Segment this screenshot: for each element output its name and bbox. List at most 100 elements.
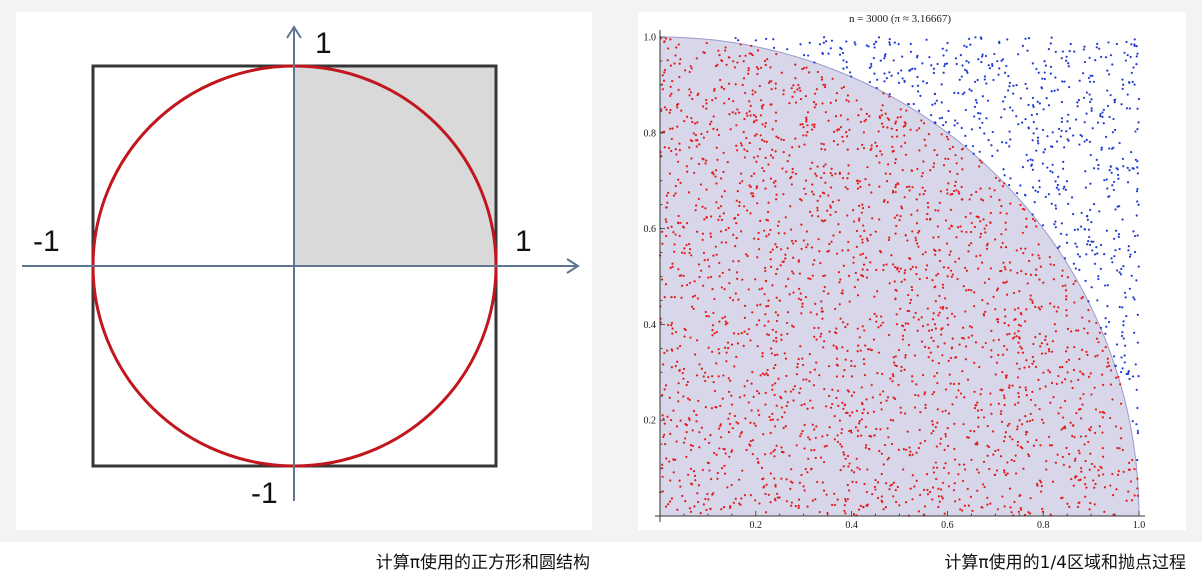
scatter-point-inside xyxy=(759,66,763,69)
scatter-point-inside xyxy=(970,289,973,292)
scatter-point-inside xyxy=(947,323,950,326)
scatter-point-outside xyxy=(1090,240,1093,243)
scatter-point-inside xyxy=(707,346,710,349)
scatter-point-outside xyxy=(1105,135,1108,138)
scatter-point-outside xyxy=(1045,97,1048,100)
scatter-point-inside xyxy=(1125,499,1128,502)
scatter-point-inside xyxy=(1055,310,1058,313)
scatter-point-inside xyxy=(697,162,701,166)
scatter-point-inside xyxy=(964,266,967,270)
scatter-point-outside xyxy=(1128,377,1131,381)
scatter-point-inside xyxy=(1000,389,1004,392)
scatter-point-inside xyxy=(1117,375,1120,378)
scatter-point-inside xyxy=(731,427,734,430)
scatter-point-inside xyxy=(770,88,773,91)
scatter-point-inside xyxy=(1034,365,1038,368)
scatter-point-outside xyxy=(998,67,1001,70)
scatter-point-inside xyxy=(780,248,783,251)
scatter-point-outside xyxy=(996,60,999,63)
scatter-point-inside xyxy=(862,408,866,411)
scatter-point-inside xyxy=(682,367,686,370)
scatter-point-inside xyxy=(751,439,755,442)
scatter-point-inside xyxy=(869,348,872,351)
scatter-point-outside xyxy=(888,41,891,44)
scatter-point-inside xyxy=(897,270,901,273)
scatter-point-inside xyxy=(834,210,837,214)
scatter-point-outside xyxy=(1083,121,1086,124)
scatter-point-inside xyxy=(896,485,899,489)
scatter-point-inside xyxy=(804,94,807,98)
scatter-point-inside xyxy=(859,235,862,238)
scatter-point-inside xyxy=(769,250,772,254)
scatter-point-inside xyxy=(870,191,873,194)
scatter-point-inside xyxy=(1038,387,1042,390)
scatter-point-inside xyxy=(1049,401,1052,404)
scatter-point-inside xyxy=(805,246,808,249)
scatter-point-inside xyxy=(985,247,989,250)
scatter-point-inside xyxy=(867,447,871,451)
plot-axes: 0.2 0.4 0.6 0.8 1.0 0.2 0.4 0.6 0.8 1.0 xyxy=(644,30,1145,530)
scatter-point-outside xyxy=(888,93,891,96)
scatter-point-inside xyxy=(1003,505,1006,508)
scatter-point-inside xyxy=(809,399,812,402)
scatter-point-inside xyxy=(899,267,902,270)
scatter-point-inside xyxy=(720,286,723,289)
scatter-point-inside xyxy=(1026,282,1029,285)
scatter-point-inside xyxy=(850,431,853,434)
scatter-point-inside xyxy=(1011,438,1014,441)
scatter-point-inside xyxy=(664,283,668,286)
scatter-point-inside xyxy=(1031,253,1034,256)
scatter-point-inside xyxy=(931,498,934,501)
scatter-point-outside xyxy=(1078,255,1081,258)
scatter-point-inside xyxy=(829,171,832,175)
scatter-point-outside xyxy=(1054,50,1057,53)
scatter-point-inside xyxy=(1094,482,1097,486)
scatter-point-inside xyxy=(670,296,673,299)
scatter-point-outside xyxy=(987,138,990,142)
scatter-point-inside xyxy=(750,44,753,47)
scatter-point-outside xyxy=(1136,458,1139,462)
scatter-point-inside xyxy=(1034,404,1037,407)
scatter-point-inside xyxy=(876,290,879,293)
scatter-point-outside xyxy=(933,102,937,105)
scatter-point-outside xyxy=(1008,85,1011,88)
scatter-point-inside xyxy=(791,167,794,170)
scatter-point-outside xyxy=(1068,127,1072,130)
scatter-point-inside xyxy=(917,394,920,397)
scatter-point-inside xyxy=(1000,233,1003,236)
scatter-point-inside xyxy=(722,374,725,377)
scatter-point-inside xyxy=(822,165,825,168)
scatter-point-inside xyxy=(1003,265,1006,269)
scatter-point-inside xyxy=(978,165,981,168)
scatter-point-inside xyxy=(693,294,696,297)
scatter-point-inside xyxy=(692,132,695,135)
scatter-point-outside xyxy=(1033,201,1036,204)
scatter-point-inside xyxy=(1013,336,1016,339)
scatter-point-inside xyxy=(858,217,861,220)
scatter-point-inside xyxy=(856,435,860,438)
figure-caption-right: 计算π使用的1/4区域和抛点过程 xyxy=(944,553,1186,573)
scatter-point-inside xyxy=(670,149,673,153)
scatter-point-outside xyxy=(1011,109,1014,112)
scatter-point-inside xyxy=(788,293,791,296)
scatter-point-outside xyxy=(1133,38,1136,41)
scatter-point-inside xyxy=(856,182,860,185)
scatter-point-outside xyxy=(1057,175,1060,178)
scatter-point-inside xyxy=(701,468,704,472)
scatter-point-inside xyxy=(816,165,819,168)
scatter-point-inside xyxy=(1052,396,1055,399)
scatter-point-inside xyxy=(813,368,816,371)
scatter-point-inside xyxy=(1000,246,1003,249)
monte-carlo-figure: n = 3000 (π ≈ 3.16667) 0.2 0.4 0.6 0.8 1… xyxy=(638,12,1186,530)
scatter-point-inside xyxy=(749,444,752,447)
scatter-point-inside xyxy=(1008,332,1011,336)
scatter-point-inside xyxy=(892,396,895,399)
scatter-point-outside xyxy=(822,36,826,39)
scatter-point-outside xyxy=(1106,284,1109,287)
scatter-point-inside xyxy=(891,135,894,138)
scatter-point-inside xyxy=(717,133,721,137)
scatter-point-inside xyxy=(811,499,814,502)
scatter-point-inside xyxy=(976,443,979,446)
scatter-point-inside xyxy=(736,342,740,345)
scatter-point-inside xyxy=(708,265,711,268)
